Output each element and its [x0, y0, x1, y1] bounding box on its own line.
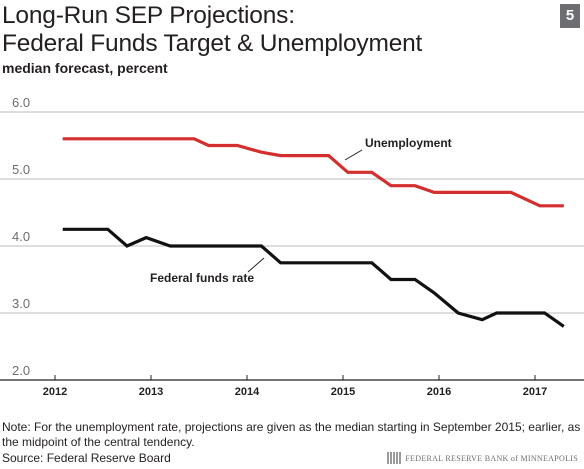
- fed-minneapolis-logo: FEDERAL RESERVE BANK of MINNEAPOLIS: [387, 452, 578, 464]
- chart-title: Long-Run SEP Projections: Federal Funds …: [2, 2, 422, 58]
- annotation-label-federal-funds-rate: Federal funds rate: [150, 271, 254, 285]
- y-tick-label-6.0: 6.0: [12, 95, 30, 110]
- y-tick-label-2.0: 2.0: [12, 363, 30, 378]
- annotations: Unemployment Federal funds rate: [150, 136, 452, 285]
- logo-mark-icon: [387, 452, 402, 464]
- series-line-federal-funds-rate: [62, 227, 565, 328]
- chart-title-line-2: Federal Funds Target & Unemployment: [2, 30, 423, 57]
- annotation-label-unemployment: Unemployment: [365, 136, 452, 150]
- chart-subtitle: median forecast, percent: [2, 60, 168, 76]
- x-tick-label-2012: 2012: [43, 386, 67, 398]
- annotation-leader-unemployment: [344, 149, 363, 161]
- x-axis: 2012 2013 2014 2015 2016 2017: [0, 375, 584, 398]
- y-tick-label-4.0: 4.0: [12, 229, 30, 244]
- y-tick-label-5.0: 5.0: [12, 162, 30, 177]
- series-line-unemployment: [62, 137, 564, 208]
- series-lines: [62, 137, 565, 328]
- x-tick-label-2017: 2017: [523, 386, 547, 398]
- chart-note: Note: For the unemployment rate, project…: [2, 420, 581, 449]
- logo-text: FEDERAL RESERVE BANK of MINNEAPOLIS: [405, 453, 578, 463]
- gridlines: [0, 111, 584, 314]
- y-tick-label-3.0: 3.0: [12, 296, 30, 311]
- annotation-leader-federal-funds-rate: [247, 257, 265, 273]
- slide-number-badge: 5: [560, 4, 580, 28]
- chart-title-line-1: Long-Run SEP Projections:: [2, 2, 295, 29]
- x-tick-label-2014: 2014: [235, 386, 260, 398]
- chart-source: Source: Federal Reserve Board: [2, 451, 171, 465]
- y-axis-tick-labels: 2.0 3.0 4.0 5.0 6.0: [12, 95, 30, 378]
- x-tick-label-2016: 2016: [427, 386, 451, 398]
- x-tick-label-2013: 2013: [139, 386, 163, 398]
- x-tick-label-2015: 2015: [331, 386, 355, 398]
